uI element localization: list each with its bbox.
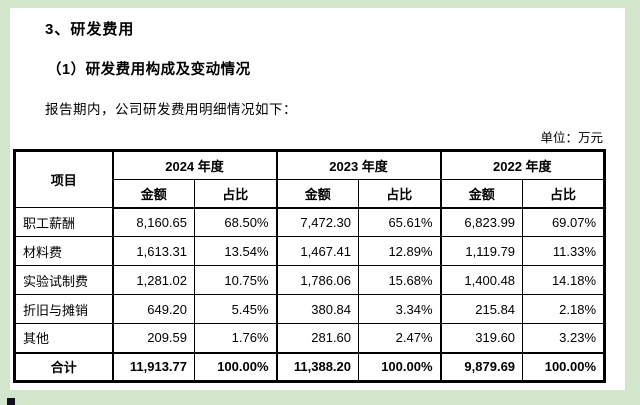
cell-value: 3.23%: [522, 323, 606, 353]
section-title: 3、研发费用: [45, 21, 135, 38]
col-header-ratio-2022: 占比: [522, 179, 606, 209]
table-row: 其他 209.59 1.76% 281.60 2.47% 319.60 3.23…: [14, 323, 606, 353]
cell-value: 7,472.30: [275, 207, 360, 237]
cell-value: 3.34%: [358, 294, 442, 324]
col-header-amount-2023: 金额: [275, 179, 360, 209]
cell-value: 1.76%: [193, 323, 278, 353]
cell-value: 2.47%: [358, 323, 442, 353]
subsection-title: （1）研发费用构成及变动情况: [47, 62, 251, 78]
year-header-2022: 2022 年度: [439, 150, 606, 180]
year-header-2023: 2023 年度: [275, 150, 442, 180]
cell-value: 1,281.02: [111, 265, 195, 295]
col-header-amount-2022: 金额: [439, 179, 524, 209]
cell-value: 14.18%: [522, 265, 606, 295]
rd-expense-table: 项目 2024 年度 2023 年度 2022 年度 金额 占比 金额 占比 金…: [13, 149, 607, 383]
col-header-item: 项目: [14, 150, 113, 208]
cell-value: 13.54%: [193, 236, 278, 266]
row-label: 实验试制费: [14, 265, 113, 295]
cell-value: 6,823.99: [439, 207, 524, 237]
corner-artifact-mark: [7, 398, 15, 405]
intro-text: 报告期内，公司研发费用明细情况如下：: [45, 102, 297, 117]
cell-value: 1,467.41: [275, 236, 360, 266]
total-value: 100.00%: [522, 351, 606, 382]
cell-value: 2.18%: [522, 294, 606, 324]
year-header-2024: 2024 年度: [111, 150, 278, 180]
table-row: 实验试制费 1,281.02 10.75% 1,786.06 15.68% 1,…: [14, 265, 606, 295]
row-label: 折旧与摊销: [14, 294, 113, 324]
total-value: 100.00%: [358, 351, 442, 382]
unit-note: 单位：万元: [540, 131, 603, 145]
col-header-ratio-2023: 占比: [358, 179, 442, 209]
cell-value: 1,400.48: [439, 265, 524, 295]
total-value: 9,879.69: [439, 351, 524, 382]
row-label: 其他: [14, 323, 113, 353]
cell-value: 281.60: [275, 323, 360, 353]
cell-value: 319.60: [439, 323, 524, 353]
cell-value: 8,160.65: [111, 207, 195, 237]
total-value: 11,913.77: [111, 351, 195, 382]
col-header-ratio-2024: 占比: [193, 179, 278, 209]
cell-value: 215.84: [439, 294, 524, 324]
row-label: 职工薪酬: [14, 207, 113, 237]
total-value: 100.00%: [193, 351, 278, 382]
cell-value: 380.84: [275, 294, 360, 324]
col-header-amount-2024: 金额: [111, 179, 195, 209]
cell-value: 1,786.06: [275, 265, 360, 295]
table-row: 材料费 1,613.31 13.54% 1,467.41 12.89% 1,11…: [14, 236, 606, 266]
cell-value: 1,119.79: [439, 236, 524, 266]
total-value: 11,388.20: [275, 351, 360, 382]
cell-value: 5.45%: [193, 294, 278, 324]
table-row: 折旧与摊销 649.20 5.45% 380.84 3.34% 215.84 2…: [14, 294, 606, 324]
total-label: 合计: [14, 351, 113, 382]
cell-value: 15.68%: [358, 265, 442, 295]
content-panel: 3、研发费用 （1）研发费用构成及变动情况 报告期内，公司研发费用明细情况如下：…: [10, 8, 625, 390]
table-total-row: 合计 11,913.77 100.00% 11,388.20 100.00% 9…: [14, 351, 606, 382]
cell-value: 10.75%: [193, 265, 278, 295]
cell-value: 1,613.31: [111, 236, 195, 266]
cell-value: 649.20: [111, 294, 195, 324]
cell-value: 12.89%: [358, 236, 442, 266]
cell-value: 65.61%: [358, 207, 442, 237]
cell-value: 11.33%: [522, 236, 606, 266]
row-label: 材料费: [14, 236, 113, 266]
table-row: 职工薪酬 8,160.65 68.50% 7,472.30 65.61% 6,8…: [14, 207, 606, 237]
cell-value: 209.59: [111, 323, 195, 353]
cell-value: 68.50%: [193, 207, 278, 237]
cell-value: 69.07%: [522, 207, 606, 237]
